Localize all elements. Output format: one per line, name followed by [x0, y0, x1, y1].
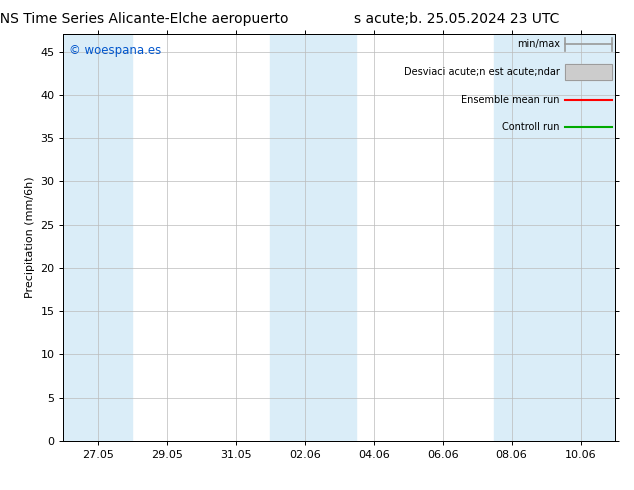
Text: Ensemble mean run: Ensemble mean run: [462, 95, 560, 105]
Bar: [566, 64, 612, 80]
Text: ENS Time Series Alicante-Elche aeropuerto: ENS Time Series Alicante-Elche aeropuert…: [0, 12, 288, 26]
Bar: [270, 34, 356, 441]
Text: s acute;b. 25.05.2024 23 UTC: s acute;b. 25.05.2024 23 UTC: [354, 12, 559, 26]
Bar: [566, 64, 612, 80]
Text: Controll run: Controll run: [502, 122, 560, 132]
Bar: [495, 34, 615, 441]
Text: min/max: min/max: [517, 40, 560, 49]
Text: Desviaci acute;n est acute;ndar: Desviaci acute;n est acute;ndar: [404, 67, 560, 77]
Bar: [63, 34, 133, 441]
Text: © woespana.es: © woespana.es: [69, 45, 161, 57]
Y-axis label: Precipitation (mm/6h): Precipitation (mm/6h): [25, 177, 35, 298]
